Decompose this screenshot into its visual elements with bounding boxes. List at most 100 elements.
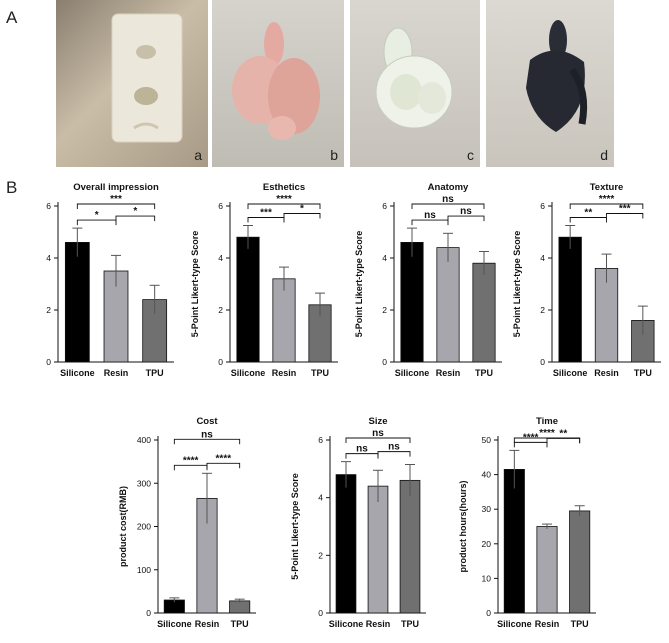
x-tick-label: Silicone xyxy=(497,619,532,629)
chart-cost: Cost product cost(RMB) 0 100 200 300 400 Silico… xyxy=(114,414,264,643)
chart-svg: Esthetics 5-Point Likert-type Score 0 2 4 6 Si… xyxy=(190,182,338,378)
significance-label: ** xyxy=(559,428,567,439)
x-tick-label: Resin xyxy=(195,619,220,629)
chart-texture: Texture 5-Point Likert-type Score 0 2 4 6 Sili… xyxy=(508,180,669,392)
chart-title: Esthetics xyxy=(263,182,305,193)
significance-label: **** xyxy=(216,453,232,464)
significance-label: ns xyxy=(460,206,472,217)
photo-silicone-mold: a xyxy=(56,0,208,167)
x-tick-label: Silicone xyxy=(553,368,588,378)
chart-title: Texture xyxy=(590,182,624,193)
x-tick-label: Silicone xyxy=(157,619,192,629)
y-tick-label: 2 xyxy=(46,305,51,315)
y-tick-label: 50 xyxy=(482,435,492,445)
y-tick-label: 4 xyxy=(218,253,223,263)
chart-svg: Size 5-Point Likert-type Score 0 2 4 6 Silicon… xyxy=(290,416,426,629)
silicone-mold-drawing xyxy=(111,13,183,143)
significance-bracket xyxy=(447,215,485,222)
tpu-heart-drawing xyxy=(526,20,588,132)
significance-label: * xyxy=(300,204,304,215)
y-tick-label: 2 xyxy=(318,550,323,560)
chart-svg: Anatomy 5-Point Likert-type Score 0 2 4 6 Sili… xyxy=(354,182,502,378)
x-tick-label: Silicone xyxy=(329,619,364,629)
significance-label: **** xyxy=(183,455,199,466)
y-tick-label: 0 xyxy=(540,357,545,367)
significance-label: ** xyxy=(584,208,592,219)
y-tick-label: 4 xyxy=(46,253,51,263)
bar-silicone xyxy=(64,242,90,363)
significance-label: ns xyxy=(388,442,400,453)
significance-bracket xyxy=(115,215,156,222)
significance-bracket xyxy=(76,203,156,209)
significance-bracket xyxy=(513,441,548,448)
chart-title: Overall impression xyxy=(73,182,159,193)
y-tick-label: 2 xyxy=(382,305,387,315)
significance-bracket xyxy=(569,203,644,209)
panel-label-a: A xyxy=(6,8,18,27)
significance-bracket xyxy=(206,462,241,469)
x-tick-label: TPU xyxy=(634,368,652,378)
significance-bracket xyxy=(173,438,241,445)
chart-svg: Cost product cost(RMB) 0 100 200 300 400 Silico… xyxy=(118,416,256,629)
chart-esthetics: Esthetics 5-Point Likert-type Score 0 2 4 6 Si… xyxy=(186,180,346,392)
x-tick-label: TPU xyxy=(401,619,419,629)
y-tick-label: 2 xyxy=(540,305,545,315)
y-tick-label: 4 xyxy=(318,493,323,503)
significance-label: *** xyxy=(110,194,122,205)
significance-label: ns xyxy=(201,429,213,440)
photo-label-d: d xyxy=(600,147,608,163)
bar-silicone xyxy=(503,469,525,614)
bar-resin xyxy=(367,485,389,614)
photo-label-a: a xyxy=(194,147,202,163)
y-axis-label: product cost(RMB) xyxy=(118,486,128,567)
resin-heart-drawing xyxy=(375,27,453,129)
bar-silicone xyxy=(335,474,357,614)
y-axis-label: 5-Point Likert-type Score xyxy=(354,231,364,338)
bar-tpu xyxy=(399,479,421,614)
chart-svg: Texture 5-Point Likert-type Score 0 2 4 6 Sili… xyxy=(512,182,661,378)
photo-label-c: c xyxy=(467,147,474,163)
significance-bracket xyxy=(411,219,449,226)
significance-label: **** xyxy=(276,194,292,205)
y-tick-label: 0 xyxy=(486,608,491,618)
bar-resin xyxy=(272,278,296,363)
y-axis-label: product hours(hours) xyxy=(458,481,468,573)
y-tick-label: 100 xyxy=(137,565,151,575)
y-tick-label: 6 xyxy=(540,201,545,211)
significance-label: ns xyxy=(356,444,368,455)
photo-silicone-heart: b xyxy=(212,0,344,167)
y-axis-label: 5-Point Likert-type Score xyxy=(290,473,300,580)
significance-label: **** xyxy=(599,194,615,205)
y-tick-label: 0 xyxy=(46,357,51,367)
y-tick-label: 0 xyxy=(218,357,223,367)
y-tick-label: 10 xyxy=(482,573,492,583)
photo-tpu-heart: d xyxy=(486,0,614,167)
pink-heart-drawing xyxy=(232,22,320,140)
significance-label: ns xyxy=(424,210,436,221)
significance-bracket xyxy=(247,217,285,223)
x-tick-label: Resin xyxy=(535,619,560,629)
y-tick-label: 200 xyxy=(137,522,151,532)
x-tick-label: TPU xyxy=(231,619,249,629)
x-tick-label: Resin xyxy=(436,368,461,378)
y-tick-label: 400 xyxy=(137,435,151,445)
bar-silicone xyxy=(236,236,260,363)
photo-resin-heart: c xyxy=(350,0,480,167)
significance-bracket xyxy=(569,217,607,223)
y-axis-label: 5-Point Likert-type Score xyxy=(190,231,200,338)
chart-time: Time product hours(hours) 0 10 20 30 40 50 Silic… xyxy=(454,414,604,643)
y-tick-label: 0 xyxy=(318,608,323,618)
significance-label: *** xyxy=(619,204,631,215)
y-tick-label: 0 xyxy=(146,608,151,618)
x-tick-label: TPU xyxy=(311,368,329,378)
y-tick-label: 4 xyxy=(382,253,387,263)
bar-silicone xyxy=(558,236,582,363)
significance-bracket xyxy=(247,203,321,209)
bar-silicone xyxy=(400,242,424,363)
significance-bracket xyxy=(606,213,644,219)
x-tick-label: TPU xyxy=(146,368,164,378)
significance-label: ns xyxy=(372,428,384,439)
y-axis-label: 5-Point Likert-type Score xyxy=(512,231,522,338)
significance-label: *** xyxy=(260,208,272,219)
y-tick-label: 30 xyxy=(482,504,492,514)
